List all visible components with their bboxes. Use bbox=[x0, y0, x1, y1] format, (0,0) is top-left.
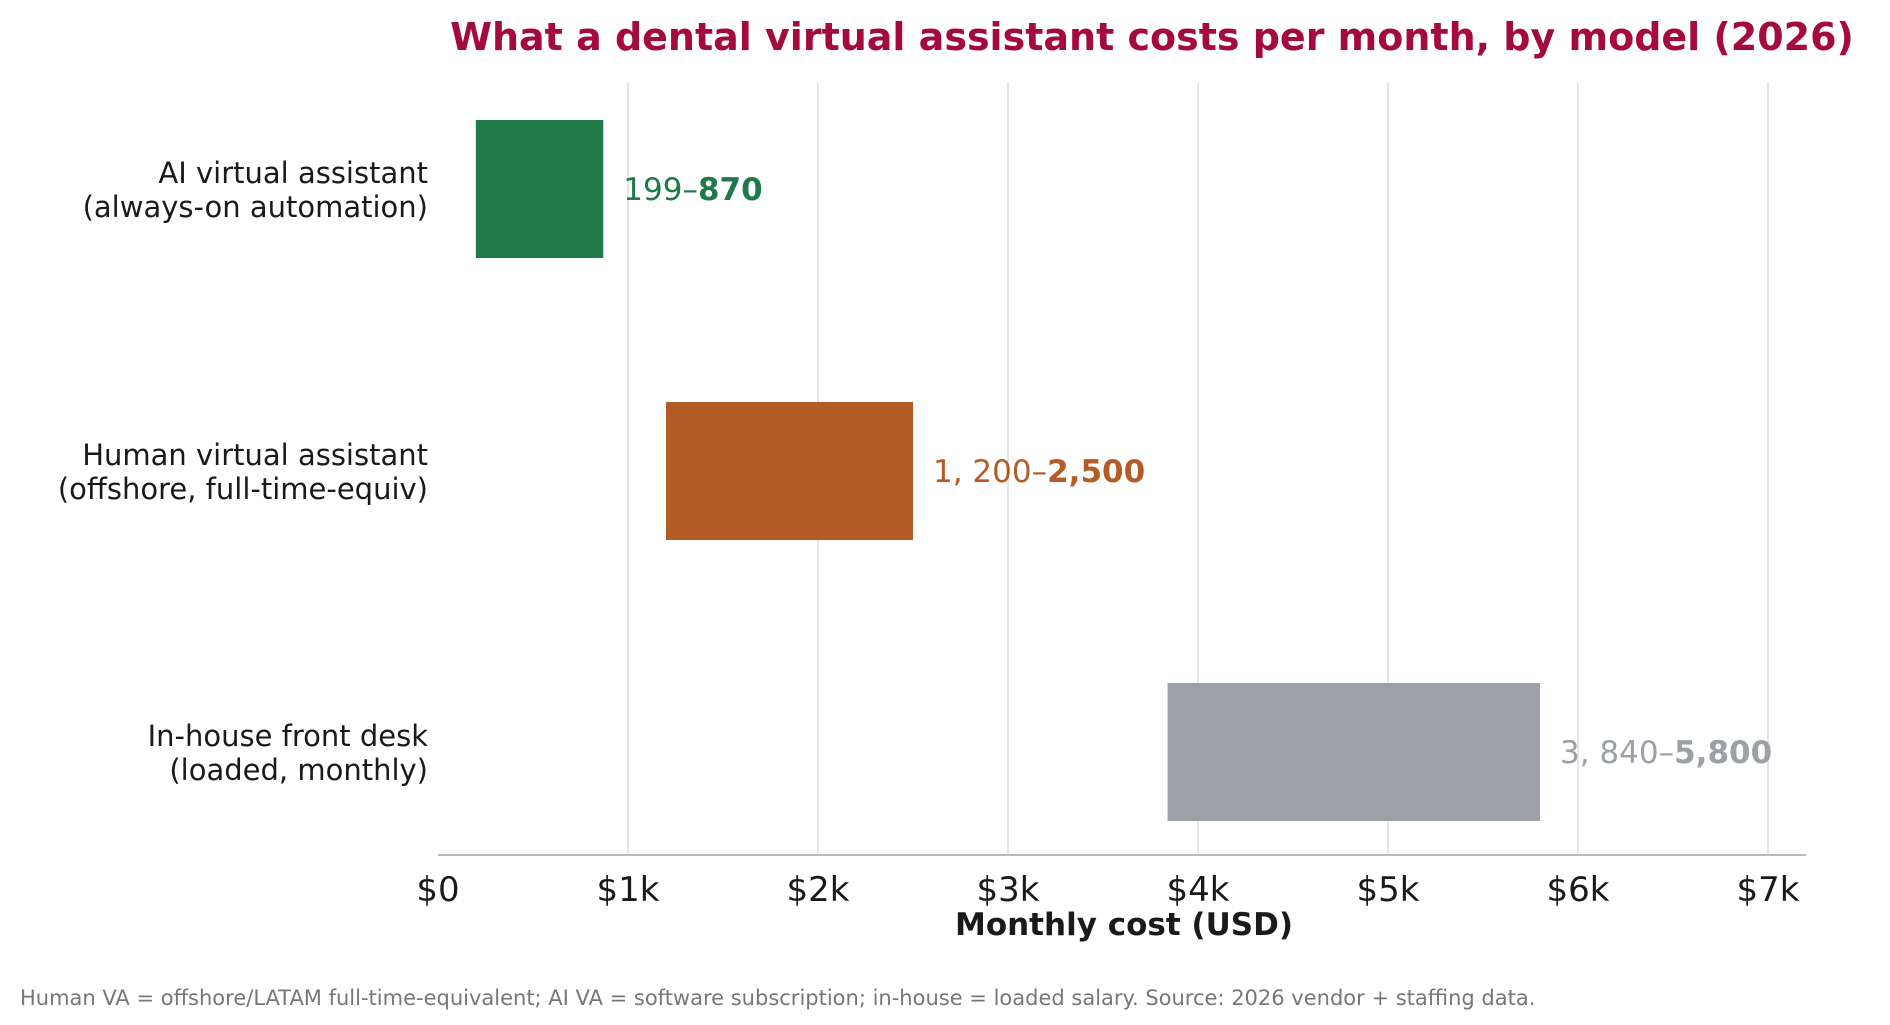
range-bar bbox=[1167, 683, 1540, 821]
data-label: 3, 840–5,800 bbox=[1560, 735, 1772, 771]
category-label: Human virtual assistant (offshore, full-t… bbox=[58, 438, 428, 506]
x-tick-label: $2k bbox=[787, 870, 850, 910]
category-label: In-house front desk (loaded, monthly) bbox=[148, 719, 429, 787]
data-label-low: 1, 200– bbox=[933, 454, 1047, 490]
data-label-high: 5,800 bbox=[1674, 735, 1772, 771]
data-label-high: 870 bbox=[698, 172, 763, 208]
x-tick-labels: $0 $1k $2k $3k $4k $5k $6k $7k bbox=[416, 870, 1799, 910]
footnote: Human VA = offshore/LATAM full-time-equi… bbox=[20, 986, 1535, 1010]
data-label: 1, 200–2,500 bbox=[933, 454, 1145, 490]
category-labels: AI virtual assistant (always-on automatio… bbox=[58, 156, 428, 787]
category-label-line: (loaded, monthly) bbox=[169, 753, 428, 787]
category-label-line: (always-on automation) bbox=[83, 190, 428, 224]
category-label-line: Human virtual assistant bbox=[82, 438, 428, 472]
x-tick-label: $3k bbox=[977, 870, 1040, 910]
x-tick-label: $6k bbox=[1547, 870, 1610, 910]
data-label-low: 3, 840– bbox=[1560, 735, 1674, 771]
x-axis-label: Monthly cost (USD) bbox=[955, 907, 1293, 943]
x-tick-label: $0 bbox=[416, 870, 459, 910]
data-labels: 199–870 1, 200–2,500 3, 840–5,800 bbox=[623, 172, 1772, 771]
data-label: 199–870 bbox=[623, 172, 762, 208]
category-label-line: (offshore, full-time-equiv) bbox=[58, 472, 428, 506]
x-tick-label: $1k bbox=[597, 870, 660, 910]
range-bar bbox=[475, 120, 604, 258]
x-tick-label: $4k bbox=[1167, 870, 1230, 910]
data-label-high: 2,500 bbox=[1047, 454, 1145, 490]
chart-title: What a dental virtual assistant costs pe… bbox=[450, 15, 1854, 59]
range-bar bbox=[666, 402, 913, 540]
category-label: AI virtual assistant (always-on automatio… bbox=[83, 156, 428, 224]
x-tick-label: $5k bbox=[1357, 870, 1420, 910]
category-label-line: AI virtual assistant bbox=[158, 156, 428, 190]
bars bbox=[475, 120, 1540, 821]
gridlines bbox=[627, 82, 1769, 855]
x-tick-label: $7k bbox=[1737, 870, 1800, 910]
category-label-line: In-house front desk bbox=[148, 719, 429, 753]
data-label-low: 199– bbox=[623, 172, 698, 208]
